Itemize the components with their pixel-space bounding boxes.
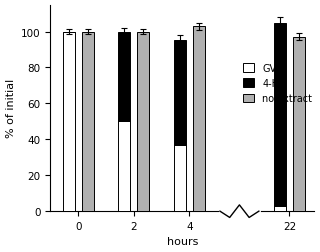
Y-axis label: % of initial: % of initial bbox=[5, 79, 16, 138]
Bar bbox=[293, 38, 305, 211]
Bar bbox=[137, 32, 149, 211]
Bar bbox=[63, 32, 75, 211]
Bar bbox=[193, 27, 205, 211]
Bar bbox=[274, 23, 286, 206]
Bar bbox=[82, 32, 94, 211]
X-axis label: hours: hours bbox=[167, 237, 198, 246]
Bar bbox=[174, 145, 186, 211]
Bar bbox=[118, 32, 131, 122]
Bar bbox=[174, 41, 186, 145]
Bar bbox=[274, 206, 286, 211]
Bar bbox=[118, 122, 131, 211]
Legend: GVL, 4-HV, no extract: GVL, 4-HV, no extract bbox=[243, 64, 312, 104]
